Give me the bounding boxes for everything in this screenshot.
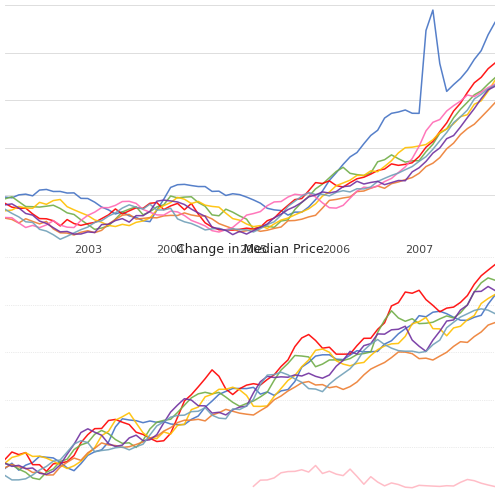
Text: Change in Median Price: Change in Median Price <box>176 244 324 256</box>
